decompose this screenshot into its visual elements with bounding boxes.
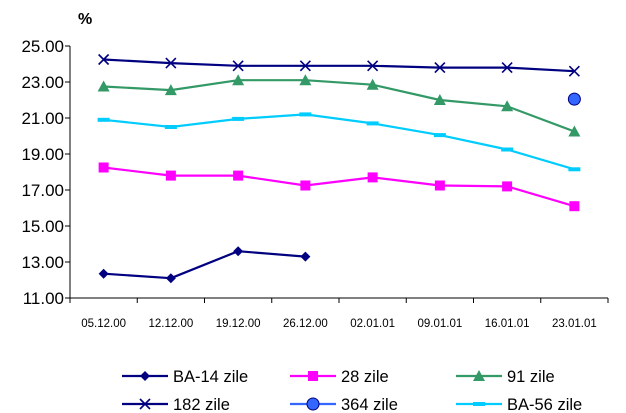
series-91-zile <box>97 74 581 137</box>
y-axis-tick-label: 23.00 <box>21 73 64 92</box>
x-axis-tick-label: 12.12.00 <box>148 318 193 330</box>
series-28-zile <box>98 162 580 212</box>
data-point-182-zile <box>501 62 513 74</box>
data-point-182-zile <box>299 60 311 72</box>
y-axis-tick-label: 13.00 <box>21 253 64 272</box>
x-axis-tick-label: 16.01.01 <box>485 318 530 330</box>
data-point-ba-14-zile <box>300 251 311 262</box>
y-axis-tick-label: 17.00 <box>21 181 64 200</box>
data-point-91-zile <box>568 125 581 137</box>
data-point-182-zile <box>568 65 580 77</box>
data-point-ba-56-zile <box>232 116 245 121</box>
data-point-28-zile <box>98 162 109 173</box>
data-point-91-zile <box>97 80 110 92</box>
series-line-182-zile <box>103 58 575 73</box>
data-point-ba-56-zile <box>366 121 379 126</box>
legend-label: 182 zile <box>173 396 230 413</box>
data-point-ba-56-zile <box>164 125 177 129</box>
legend-item-91-zile: 91 zile <box>456 368 555 386</box>
series-line-91-zile <box>103 79 575 133</box>
y-axis-tick-labels: 25.00 23.00 21.00 19.00 17.00 15.00 13.00 11.00 <box>21 37 64 308</box>
data-point-182-zile <box>367 60 379 72</box>
x-axis-tick-label: 02.01.01 <box>350 318 395 330</box>
legend-label: 364 zile <box>341 396 398 413</box>
data-point-28-zile <box>300 180 311 191</box>
series-ba-56-zile <box>97 112 581 172</box>
legend-label: 28 zile <box>341 368 389 386</box>
x-axis-tick-label: 09.01.01 <box>417 318 462 330</box>
y-axis-tick-label: 21.00 <box>21 109 64 128</box>
legend-item-ba-56-zile: BA-56 zile <box>456 396 582 413</box>
chart-axes <box>65 45 609 303</box>
series-line-ba-14-zile <box>103 250 306 280</box>
legend-marker-91-zile <box>473 370 485 381</box>
y-axis-unit-label: % <box>78 11 92 28</box>
data-point-182-zile <box>434 62 446 74</box>
y-axis-tick-label: 15.00 <box>21 217 64 236</box>
data-point-28-zile <box>367 172 378 183</box>
x-axis-tick-labels: 05.12.00 12.12.00 19.12.00 26.12.00 02.01.01… <box>81 318 597 330</box>
data-point-91-zile <box>299 74 312 86</box>
data-point-ba-14-zile <box>165 273 176 284</box>
series-364-zile <box>567 92 581 106</box>
legend-label: 91 zile <box>507 368 555 386</box>
legend-marker-ba-14-zile <box>140 371 150 381</box>
data-point-ba-14-zile <box>233 246 244 257</box>
data-point-28-zile <box>569 201 580 212</box>
series-182-zile <box>98 53 580 77</box>
y-axis-tick-label: 19.00 <box>21 145 64 164</box>
legend-marker-182-zile <box>139 398 151 410</box>
legend-marker-ba-56-zile <box>473 402 485 406</box>
data-point-91-zile <box>433 94 446 105</box>
legend-label: BA-14 zile <box>173 368 248 386</box>
data-point-ba-56-zile <box>299 112 312 117</box>
x-axis-tick-label: 26.12.00 <box>283 318 328 330</box>
legend-item-182-zile: 182 zile <box>122 396 230 413</box>
chart-series <box>97 53 581 284</box>
data-point-ba-56-zile <box>97 117 110 122</box>
data-point-ba-56-zile <box>568 167 581 172</box>
legend-label: BA-56 zile <box>507 396 582 413</box>
data-point-28-zile <box>165 170 176 181</box>
x-axis-tick-label: 19.12.00 <box>216 318 261 330</box>
data-point-182-zile <box>98 53 110 66</box>
data-point-91-zile <box>164 84 177 96</box>
data-point-ba-56-zile <box>501 147 514 152</box>
y-axis-tick-label: 11.00 <box>23 289 64 308</box>
series-line-ba-56-zile <box>103 113 575 171</box>
data-point-364-zile <box>567 92 581 106</box>
data-point-182-zile <box>232 60 244 72</box>
legend-marker-28-zile <box>308 371 318 381</box>
x-axis-tick-label: 05.12.00 <box>81 318 126 330</box>
data-point-28-zile <box>502 181 513 192</box>
data-point-91-zile <box>232 74 245 86</box>
data-point-28-zile <box>233 170 244 181</box>
data-point-ba-56-zile <box>433 133 446 138</box>
series-line-28-zile <box>103 166 575 208</box>
legend-marker-364-zile <box>306 397 320 411</box>
x-axis-tick-label: 23.01.01 <box>552 318 597 330</box>
data-point-91-zile <box>501 100 514 112</box>
legend-item-364-zile: 364 zile <box>290 396 398 413</box>
chart-legend: BA-14 zile 28 zile 91 zile 182 zile 364 zile… <box>122 368 582 413</box>
series-ba-14-zile <box>98 246 311 284</box>
y-axis-tick-label: 25.00 <box>21 37 64 56</box>
data-point-91-zile <box>366 78 379 90</box>
data-point-28-zile <box>434 180 445 191</box>
legend-item-28-zile: 28 zile <box>290 368 389 386</box>
data-point-ba-14-zile <box>98 268 109 279</box>
legend-item-ba-14-zile: BA-14 zile <box>122 368 248 386</box>
data-point-182-zile <box>165 57 177 69</box>
